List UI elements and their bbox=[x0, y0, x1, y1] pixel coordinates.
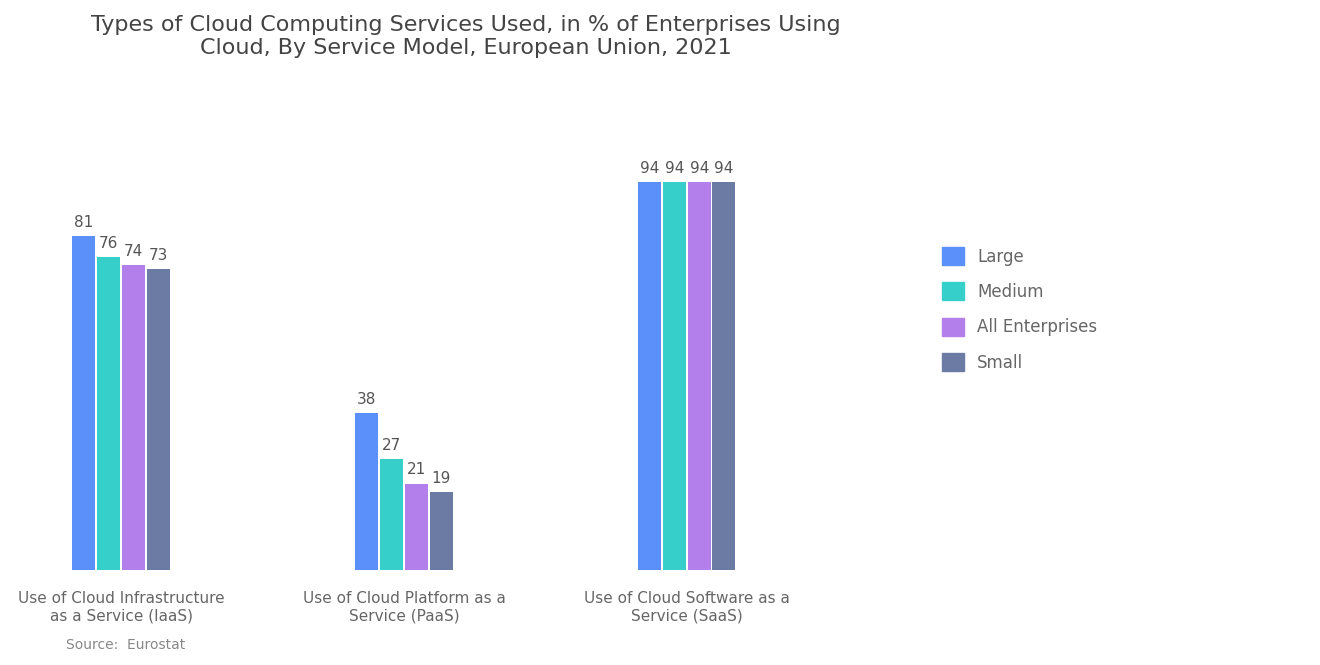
Text: Source:  Eurostat: Source: Eurostat bbox=[66, 638, 185, 652]
Bar bbox=[688, 182, 710, 570]
Text: 27: 27 bbox=[381, 438, 401, 453]
Bar bbox=[380, 459, 403, 570]
Bar bbox=[638, 182, 661, 570]
Text: 74: 74 bbox=[124, 244, 143, 259]
Bar bbox=[429, 492, 453, 570]
Text: 19: 19 bbox=[432, 471, 450, 485]
Text: 94: 94 bbox=[640, 162, 660, 176]
Text: 21: 21 bbox=[407, 462, 426, 477]
Text: 94: 94 bbox=[665, 162, 684, 176]
Text: 76: 76 bbox=[99, 235, 119, 251]
Bar bbox=[663, 182, 686, 570]
Bar bbox=[405, 483, 428, 570]
Text: 73: 73 bbox=[149, 248, 168, 263]
Text: 94: 94 bbox=[714, 162, 734, 176]
Title: Types of Cloud Computing Services Used, in % of Enterprises Using
Cloud, By Serv: Types of Cloud Computing Services Used, … bbox=[91, 15, 841, 59]
Bar bbox=[98, 257, 120, 570]
Bar bbox=[121, 265, 145, 570]
Legend: Large, Medium, All Enterprises, Small: Large, Medium, All Enterprises, Small bbox=[935, 239, 1106, 380]
Bar bbox=[355, 414, 379, 570]
Text: 38: 38 bbox=[358, 392, 376, 407]
Bar bbox=[713, 182, 735, 570]
Text: 94: 94 bbox=[689, 162, 709, 176]
Bar bbox=[73, 236, 95, 570]
Text: 81: 81 bbox=[74, 215, 94, 230]
Bar bbox=[147, 269, 170, 570]
